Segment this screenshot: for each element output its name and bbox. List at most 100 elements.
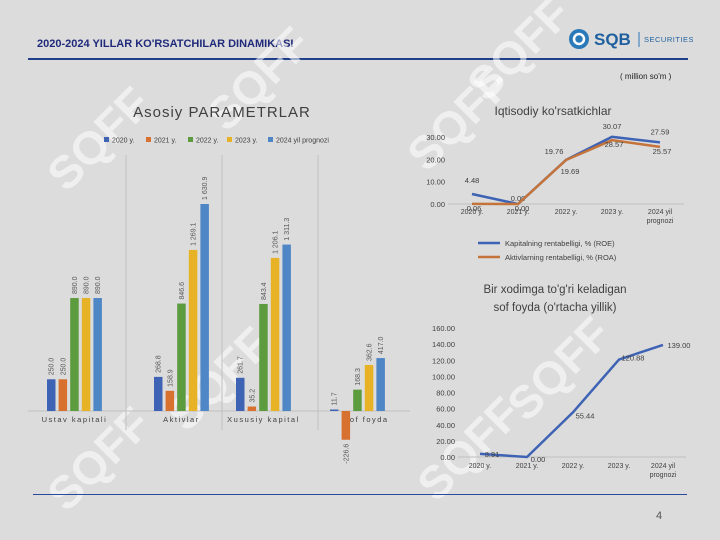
bar-data-label: 261.7 [238,356,245,374]
footer-divider [33,494,687,495]
unit-note: ( million so'm ) [620,72,672,81]
legend-swatch [146,137,151,142]
x-tick-label: 2023 y. [608,463,630,470]
roe-roa-legend: Kapitalning rentabelligi, % (ROE) Aktivla… [478,239,617,262]
legend-label: Aktivlarning rentabelligi, % (ROA) [505,253,617,262]
bar [93,298,102,411]
bar [236,377,245,411]
bar [270,257,280,411]
logo-icon [569,29,589,49]
data-label: 25.57 [653,147,672,156]
bar-legend: 2020 y. 2021 y. 2022 y. 2023 y. 2024 yil pro… [104,137,329,145]
y-tick-label: 20.00 [426,155,445,164]
bar-data-label: 1 311.3 [284,218,291,241]
logo-text: SQB [594,30,631,49]
data-label: 28.57 [605,140,624,149]
bar-data-label: 1 206.1 [273,230,280,253]
bar [200,204,209,411]
bar-marks: Ustav kapitali 250.0 250.0 890.0 890.0 890.0 A… [42,177,388,464]
data-label: 0.00 [515,204,530,213]
bar-data-label: 1 269.1 [191,222,198,245]
bar [177,303,186,411]
y-tick-label: 120.00 [432,356,455,365]
legend-label: 2021 y. [154,138,176,145]
bar [247,406,257,411]
logo-subtext: SECURITIES [644,35,693,44]
bar [58,379,68,411]
legend-label: 2022 y. [196,138,218,145]
bar-data-label: 846.6 [179,282,186,300]
bar-data-label: 890.0 [84,276,91,294]
data-label: 19.69 [561,167,580,176]
bar [376,358,385,411]
profit-per-employee-title-line2: sof foyda (o'rtacha yillik) [494,302,617,314]
y-tick-label: 80.00 [436,389,455,398]
y-tick-label: 30.00 [426,133,445,142]
bar [154,376,163,411]
bar [364,364,374,411]
data-label: 139.00 [668,341,691,350]
x-tick-label: 2023 y. [601,209,623,216]
bar-data-label: 168.3 [355,368,362,386]
series-line [479,343,664,459]
bar-category-label: Ustav kapitali [42,415,108,424]
bar-data-label: 362.6 [367,343,374,361]
x-tick-label: 2022 y. [562,463,584,470]
bar [188,249,198,411]
bar-chart-title: Asosiy PARAMETRLAR [133,104,311,121]
x-tick-label: 2021 y. [507,209,529,216]
legend-label: 2023 y. [235,138,257,145]
y-tick-label: 20.00 [436,437,455,446]
x-tick-label: 2024 yil [648,209,673,216]
data-label: 19.76 [545,147,564,156]
header-divider [28,58,688,60]
bar-data-label: 250.0 [49,358,56,376]
page-title: 2020-2024 YILLAR KO'RSATCHILAR DINAMIKAS… [37,38,294,50]
x-tick-label: prognozi [647,218,674,225]
bar-data-label: 158.9 [167,369,174,387]
legend-swatch [104,137,109,142]
sqb-logo: SQB SECURITIES [569,29,693,49]
data-label: 30.07 [603,122,622,131]
data-label: 55.44 [576,411,595,420]
bar-category-label: Sof foyda [343,415,388,424]
bar-data-label: 35.2 [249,389,256,403]
legend-swatch [227,137,232,142]
x-tick-label: prognozi [650,472,677,479]
x-tick-label: 2021 y. [516,463,538,470]
legend-swatch [268,137,273,142]
bar-data-label: 11.7 [332,392,339,405]
bar-data-label: 843.4 [261,282,268,300]
y-tick-label: 100.00 [432,372,455,381]
x-tick-label: 2024 yil [651,463,676,470]
bar-data-label: 890.0 [72,276,79,294]
bar-data-label: 890.0 [95,276,102,294]
bar [70,298,79,411]
bar-data-label: 268.8 [156,355,163,373]
legend-label: Kapitalning rentabelligi, % (ROE) [505,239,615,248]
data-label: 0.00 [511,194,526,203]
bar [259,303,268,411]
x-tick-label: 2020 y. [461,209,483,216]
y-tick-label: 10.00 [426,178,445,187]
bar-category-label: Aktivlar [163,415,200,424]
bar [353,389,362,411]
profit-per-employee-title-line1: Bir xodimga to'g'ri keladigan [483,284,626,296]
y-tick-label: 160.00 [432,324,455,333]
roe-roa-chart-title: Iqtisodiy ko'rsatkichlar [495,104,612,118]
bar [47,379,56,411]
y-tick-label: 40.00 [436,421,455,430]
bar [282,244,291,411]
x-tick-label: 2022 y. [555,209,577,216]
series-line [471,138,661,206]
bar [341,411,351,440]
y-tick-label: 140.00 [432,340,455,349]
y-tick-label: 0.00 [430,200,445,209]
bar [165,390,175,411]
legend-label: 2020 y. [112,138,134,145]
page-number: 4 [656,510,663,522]
data-label: 27.59 [651,127,670,136]
